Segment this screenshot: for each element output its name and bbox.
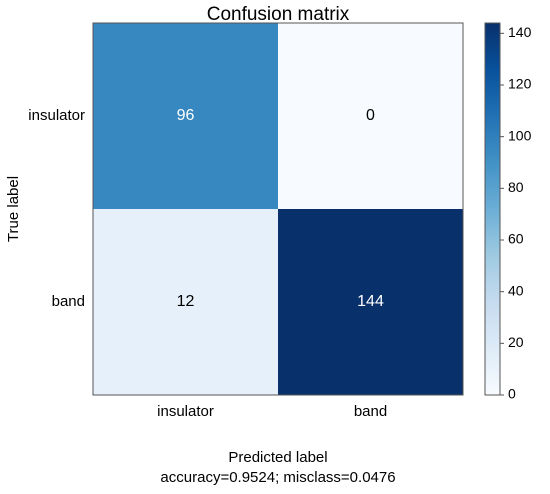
colorbar-tick-label: 40 [508, 282, 524, 298]
x-tick-label: insulator [157, 403, 214, 420]
cell-value: 96 [177, 107, 195, 124]
colorbar [484, 22, 501, 396]
heatmap-cell [93, 23, 278, 209]
colorbar-tick-label: 80 [508, 179, 524, 195]
chart-title: Confusion matrix [207, 4, 350, 25]
y-axis-label: True label [5, 176, 22, 242]
x-tick-label: band [354, 403, 387, 420]
colorbar-tick-label: 100 [508, 127, 532, 143]
colorbar-tick-label: 140 [508, 24, 532, 40]
colorbar-tick-label: 120 [508, 76, 532, 92]
colorbar-tick-label: 60 [508, 231, 524, 247]
cell-value: 12 [177, 293, 195, 310]
heatmap-cell [93, 209, 278, 395]
x-axis-label: Predicted label [228, 449, 327, 466]
subtitle: accuracy=0.9524; misclass=0.0476 [160, 469, 395, 486]
colorbar-tick-label: 20 [508, 334, 524, 350]
cell-value: 144 [357, 293, 384, 310]
y-tick-label: band [52, 293, 85, 310]
plot-frame [92, 22, 464, 396]
heatmap-cell [278, 23, 463, 209]
colorbar-tick-label: 0 [508, 386, 516, 402]
y-tick-label: insulator [28, 107, 85, 124]
heatmap-cell [278, 209, 463, 395]
cell-value: 0 [366, 107, 375, 124]
